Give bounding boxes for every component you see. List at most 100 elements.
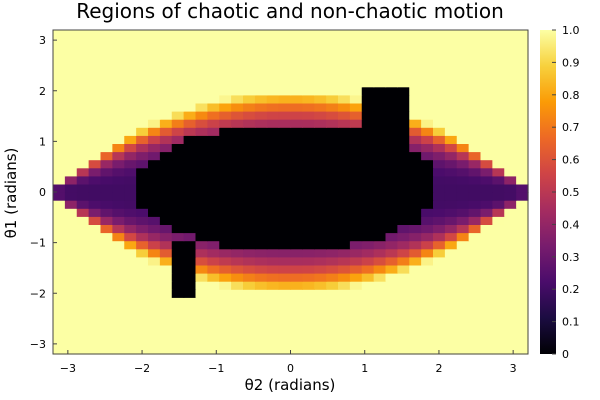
heatmap-cell [409, 305, 422, 315]
heatmap-cell [314, 183, 327, 193]
heatmap-cell [338, 337, 351, 347]
heatmap-cell [171, 119, 185, 128]
heatmap-cell [349, 345, 363, 355]
heatmap-cell [338, 281, 351, 290]
heatmap-cell [302, 151, 315, 161]
heatmap-cell [409, 175, 422, 185]
heatmap-cell [88, 240, 102, 250]
heatmap-cell [397, 94, 410, 104]
heatmap-cell [266, 256, 280, 266]
heatmap-cell [468, 143, 482, 153]
heatmap-cell [266, 111, 280, 120]
heatmap-cell [53, 54, 66, 63]
heatmap-cell [480, 345, 493, 355]
heatmap-cell [385, 167, 398, 177]
heatmap-cell [373, 321, 387, 331]
heatmap-cell [64, 264, 78, 274]
heatmap-cell [492, 135, 505, 144]
heatmap-cell [64, 305, 78, 315]
heatmap-cell [183, 127, 197, 136]
heatmap-cell [468, 102, 482, 112]
heatmap-cell [397, 62, 410, 72]
heatmap-cell [254, 62, 268, 72]
heatmap-cell [373, 224, 387, 234]
heatmap-cell [195, 329, 208, 339]
heatmap-cell [278, 281, 292, 290]
heatmap-cell [397, 208, 410, 217]
heatmap-cell [290, 224, 303, 234]
heatmap-cell [516, 102, 529, 112]
heatmap-cell [195, 337, 208, 347]
heatmap-cell [397, 102, 410, 112]
heatmap-cell [444, 192, 458, 201]
heatmap-cell [290, 78, 303, 88]
heatmap-cell [468, 264, 482, 274]
heatmap-cell [266, 119, 280, 128]
heatmap-cell [421, 240, 434, 250]
heatmap-cell [148, 143, 161, 153]
heatmap-cell [53, 289, 66, 298]
heatmap-cell [409, 38, 422, 47]
heatmap-cell [302, 111, 315, 120]
heatmap-cell [385, 240, 398, 250]
heatmap-cell [219, 38, 232, 47]
heatmap-cell [468, 70, 482, 80]
heatmap-cell [421, 127, 434, 136]
heatmap-cell [480, 224, 493, 234]
heatmap-cell [207, 240, 220, 250]
heatmap-cell [326, 143, 339, 153]
heatmap-cell [231, 111, 244, 120]
heatmap-cell [433, 329, 446, 339]
heatmap-cell [266, 337, 280, 347]
heatmap-cell [385, 281, 398, 290]
heatmap-cell [516, 313, 529, 323]
heatmap-cell [444, 337, 458, 347]
heatmap-cell [397, 305, 410, 315]
heatmap-cell [231, 54, 244, 63]
heatmap-cell [302, 216, 315, 225]
heatmap-cell [516, 289, 529, 298]
heatmap-cell [302, 192, 315, 201]
heatmap-cell [302, 289, 315, 298]
chart-title: Regions of chaotic and non-chaotic motio… [76, 0, 504, 23]
heatmap-cell [397, 30, 410, 39]
heatmap-cell [433, 143, 446, 153]
heatmap-cell [76, 337, 90, 347]
heatmap-cell [349, 232, 363, 242]
heatmap-cell [433, 135, 446, 144]
heatmap-cell [373, 86, 387, 96]
heatmap-cell [456, 305, 470, 315]
heatmap-cell [302, 232, 315, 242]
heatmap-cell [112, 78, 125, 88]
heatmap-cell [409, 345, 422, 355]
heatmap-cell [504, 345, 517, 355]
heatmap-cell [183, 143, 197, 153]
heatmap-cell [444, 281, 458, 290]
heatmap-cell [349, 38, 363, 47]
heatmap-cell [148, 264, 161, 274]
heatmap-cell [136, 273, 149, 282]
heatmap-cell [290, 119, 303, 128]
heatmap-cell [183, 216, 197, 225]
heatmap-cell [100, 273, 113, 282]
heatmap-cell [148, 273, 161, 282]
heatmap-cell [159, 192, 173, 201]
heatmap-cell [207, 216, 220, 225]
heatmap-cell [136, 167, 149, 177]
heatmap-cell [76, 135, 90, 144]
heatmap-cell [195, 256, 208, 266]
heatmap-cell [266, 78, 280, 88]
heatmap-cell [171, 208, 185, 217]
heatmap-cell [444, 208, 458, 217]
heatmap-cell [349, 281, 363, 290]
heatmap-cell [516, 46, 529, 55]
heatmap-cell [100, 216, 113, 225]
heatmap-cell [385, 151, 398, 161]
heatmap-cell [219, 135, 232, 144]
heatmap-cell [338, 94, 351, 104]
heatmap-cell [183, 30, 197, 39]
heatmap-cell [100, 183, 113, 193]
heatmap-cell [171, 135, 185, 144]
heatmap-cell [480, 256, 493, 266]
heatmap-cell [76, 232, 90, 242]
